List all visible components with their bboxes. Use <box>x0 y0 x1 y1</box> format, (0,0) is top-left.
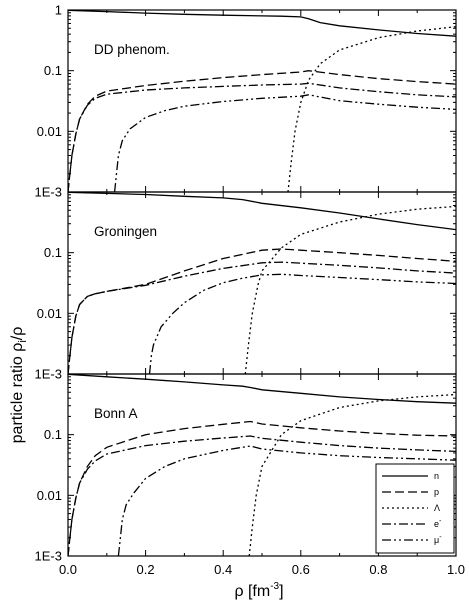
series-line-mu <box>113 94 456 192</box>
panel-label: Bonn A <box>94 406 138 421</box>
panel-label: DD phenom. <box>94 42 170 57</box>
y-axis-title: particle ratio ρi/ρ <box>9 327 29 444</box>
panel-label: Groningen <box>94 224 157 239</box>
legend-label-n: n <box>434 471 439 481</box>
series-line-p <box>68 248 456 374</box>
x-tick-label: 0.2 <box>137 562 155 577</box>
series-line-p <box>68 70 456 192</box>
y-tick-label: 1E-3 <box>35 549 62 564</box>
x-axis: 0.0 0.2 0.4 0.6 0.8 1.0 <box>59 562 465 577</box>
series-line-lambda <box>248 393 456 556</box>
x-tick-label: 0.0 <box>59 562 77 577</box>
y-tick-label: 0.01 <box>37 488 62 503</box>
y-tick-label: 0.1 <box>44 427 62 442</box>
panel-frame <box>67 191 457 375</box>
series-line-n <box>68 192 456 231</box>
x-tick-label: 1.0 <box>447 562 465 577</box>
y-tick-label: 0.01 <box>37 306 62 321</box>
legend-label-lambda: Λ <box>434 503 440 513</box>
y-tick-label: 1E-3 <box>35 185 62 200</box>
legend-label-e: e- <box>434 518 442 529</box>
x-tick-label: 0.8 <box>369 562 387 577</box>
x-tick-label: 0.4 <box>214 562 232 577</box>
panels-group: 1E-3 0.01 0.1 1 DD phenom. 1E-3 0.01 0.1 Groning… <box>35 3 457 564</box>
series-line-mu <box>148 273 456 374</box>
series-line-n <box>68 374 456 404</box>
panel-frame <box>67 9 457 193</box>
legend-label-mu: μ- <box>434 534 442 545</box>
x-axis-title: ρ [fm-3] <box>234 581 283 600</box>
series-line-n <box>68 10 456 37</box>
legend-label-p: p <box>434 487 439 497</box>
y-tick-label: 1E-3 <box>35 367 62 382</box>
y-tick-label: 0.01 <box>37 124 62 139</box>
panel-2: 1E-3 0.01 0.1 Groningen <box>35 191 457 382</box>
series-line-e <box>68 82 456 192</box>
series-line-e <box>68 435 456 556</box>
panel-3: 1E-3 0.01 0.1 Bonn A <box>35 373 457 564</box>
series-line-lambda <box>244 205 456 374</box>
series-line-lambda <box>287 26 456 192</box>
panel-1: 1E-3 0.01 0.1 1 DD phenom. <box>35 3 457 200</box>
series-line-mu <box>117 445 456 556</box>
x-tick-label: 0.6 <box>292 562 310 577</box>
y-tick-label: 1 <box>55 3 62 18</box>
y-tick-label: 0.1 <box>44 245 62 260</box>
series-line-e <box>68 261 456 374</box>
y-tick-label: 0.1 <box>44 63 62 78</box>
